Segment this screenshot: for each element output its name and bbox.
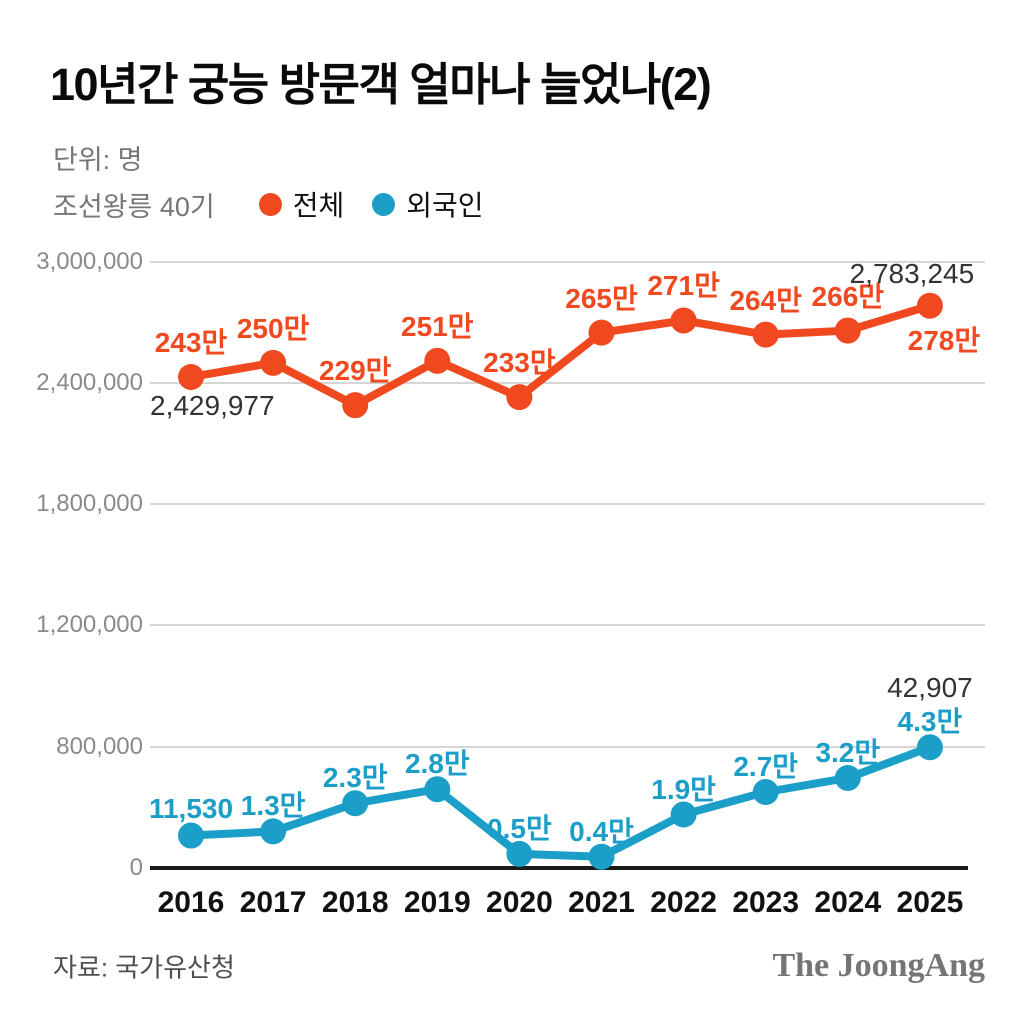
legend-item-foreigners: 외국인: [372, 184, 484, 224]
scope-label: 조선왕릉 40기: [53, 191, 215, 222]
legend-item-total: 전체: [258, 184, 345, 224]
joongang-logo: The JoongAng: [772, 947, 985, 984]
legend-label-foreigners: 외국인: [406, 190, 484, 221]
unit-label: 단위: 명: [53, 145, 143, 175]
data-point-marker: [834, 764, 861, 791]
series-line-foreigners: [187, 743, 934, 861]
data-point-marker: [916, 734, 943, 761]
series-line-total: [187, 301, 934, 410]
data-point-marker: [752, 779, 779, 806]
data-point-marker: [588, 843, 615, 870]
data-point-marker: [178, 822, 204, 849]
data-point-marker: [670, 801, 697, 828]
data-point-marker: [752, 321, 779, 348]
data-point-marker: [260, 818, 287, 845]
foreigner-series-dot-icon: [372, 192, 396, 216]
data-point-marker: [342, 392, 369, 419]
data-point-marker: [424, 776, 451, 803]
data-point-marker: [260, 349, 287, 376]
total-series-dot-icon: [258, 192, 282, 216]
page-title: 10년간 궁능 방문객 얼마나 늘었나(2): [50, 59, 712, 110]
data-point-marker: [506, 384, 533, 411]
data-point-marker: [834, 317, 861, 344]
data-point-marker: [342, 790, 369, 817]
scope-row: 조선왕릉 40기 전체 외국인: [53, 184, 484, 224]
data-point-marker: [506, 840, 533, 867]
source-label: 자료: 국가유산청: [53, 952, 235, 983]
data-point-marker: [670, 307, 697, 334]
chart-legend: 전체 외국인: [258, 184, 484, 224]
data-point-marker: [916, 292, 943, 319]
data-point-marker: [178, 363, 204, 390]
data-point-marker: [588, 319, 615, 346]
data-point-marker: [424, 347, 451, 374]
legend-label-total: 전체: [292, 190, 345, 221]
